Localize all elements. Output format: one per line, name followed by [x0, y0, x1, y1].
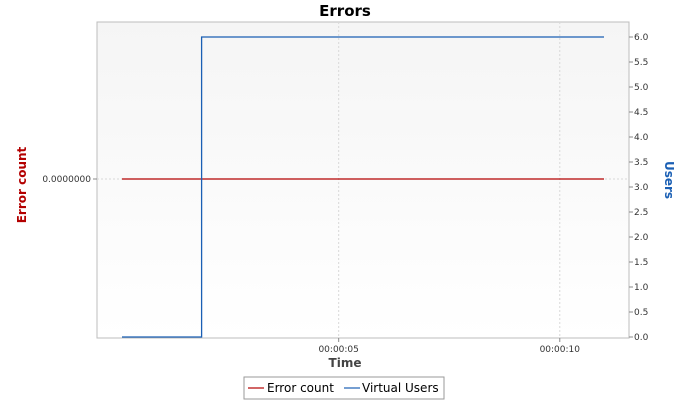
right-y-axis-label: Users: [662, 161, 676, 199]
x-tick-label: 00:00:10: [540, 345, 581, 355]
right-y-tick-label: 6.0: [634, 33, 649, 43]
right-y-tick-label: 0.0: [634, 333, 649, 343]
right-y-tick-label: 1.0: [634, 283, 649, 293]
series-line-virtual-users: [122, 36, 604, 338]
legend: Error count Virtual Users: [243, 376, 445, 400]
x-axis-label: Time: [329, 356, 362, 370]
right-y-tick-label: 3.5: [634, 158, 648, 168]
tick-labels: 00:00:05 00:00:10 0.0 0.5 1.0 1.5 2.0 2.5 3.0 3.5…: [42, 33, 648, 355]
right-y-tick-label: 1.5: [634, 258, 648, 268]
right-y-tick-label: 0.5: [634, 308, 648, 318]
right-y-tick-label: 3.0: [634, 183, 649, 193]
legend-label-virtual-users: Virtual Users: [362, 381, 439, 395]
right-y-tick-label: 5.0: [634, 83, 649, 93]
right-y-tick-label: 4.0: [634, 133, 649, 143]
x-tick-label: 00:00:05: [318, 345, 358, 355]
plot-area: [96, 21, 630, 339]
left-y-tick-label: 0.0000000: [42, 175, 91, 185]
chart-title: Errors: [319, 2, 371, 20]
left-y-axis-label: Error count: [15, 146, 29, 223]
right-y-tick-label: 2.5: [634, 208, 648, 218]
right-y-tick-label: 5.5: [634, 58, 648, 68]
legend-label-error-count: Error count: [267, 381, 334, 395]
right-y-tick-label: 2.0: [634, 233, 649, 243]
series-lines: [122, 36, 604, 338]
right-y-tick-label: 4.5: [634, 108, 648, 118]
